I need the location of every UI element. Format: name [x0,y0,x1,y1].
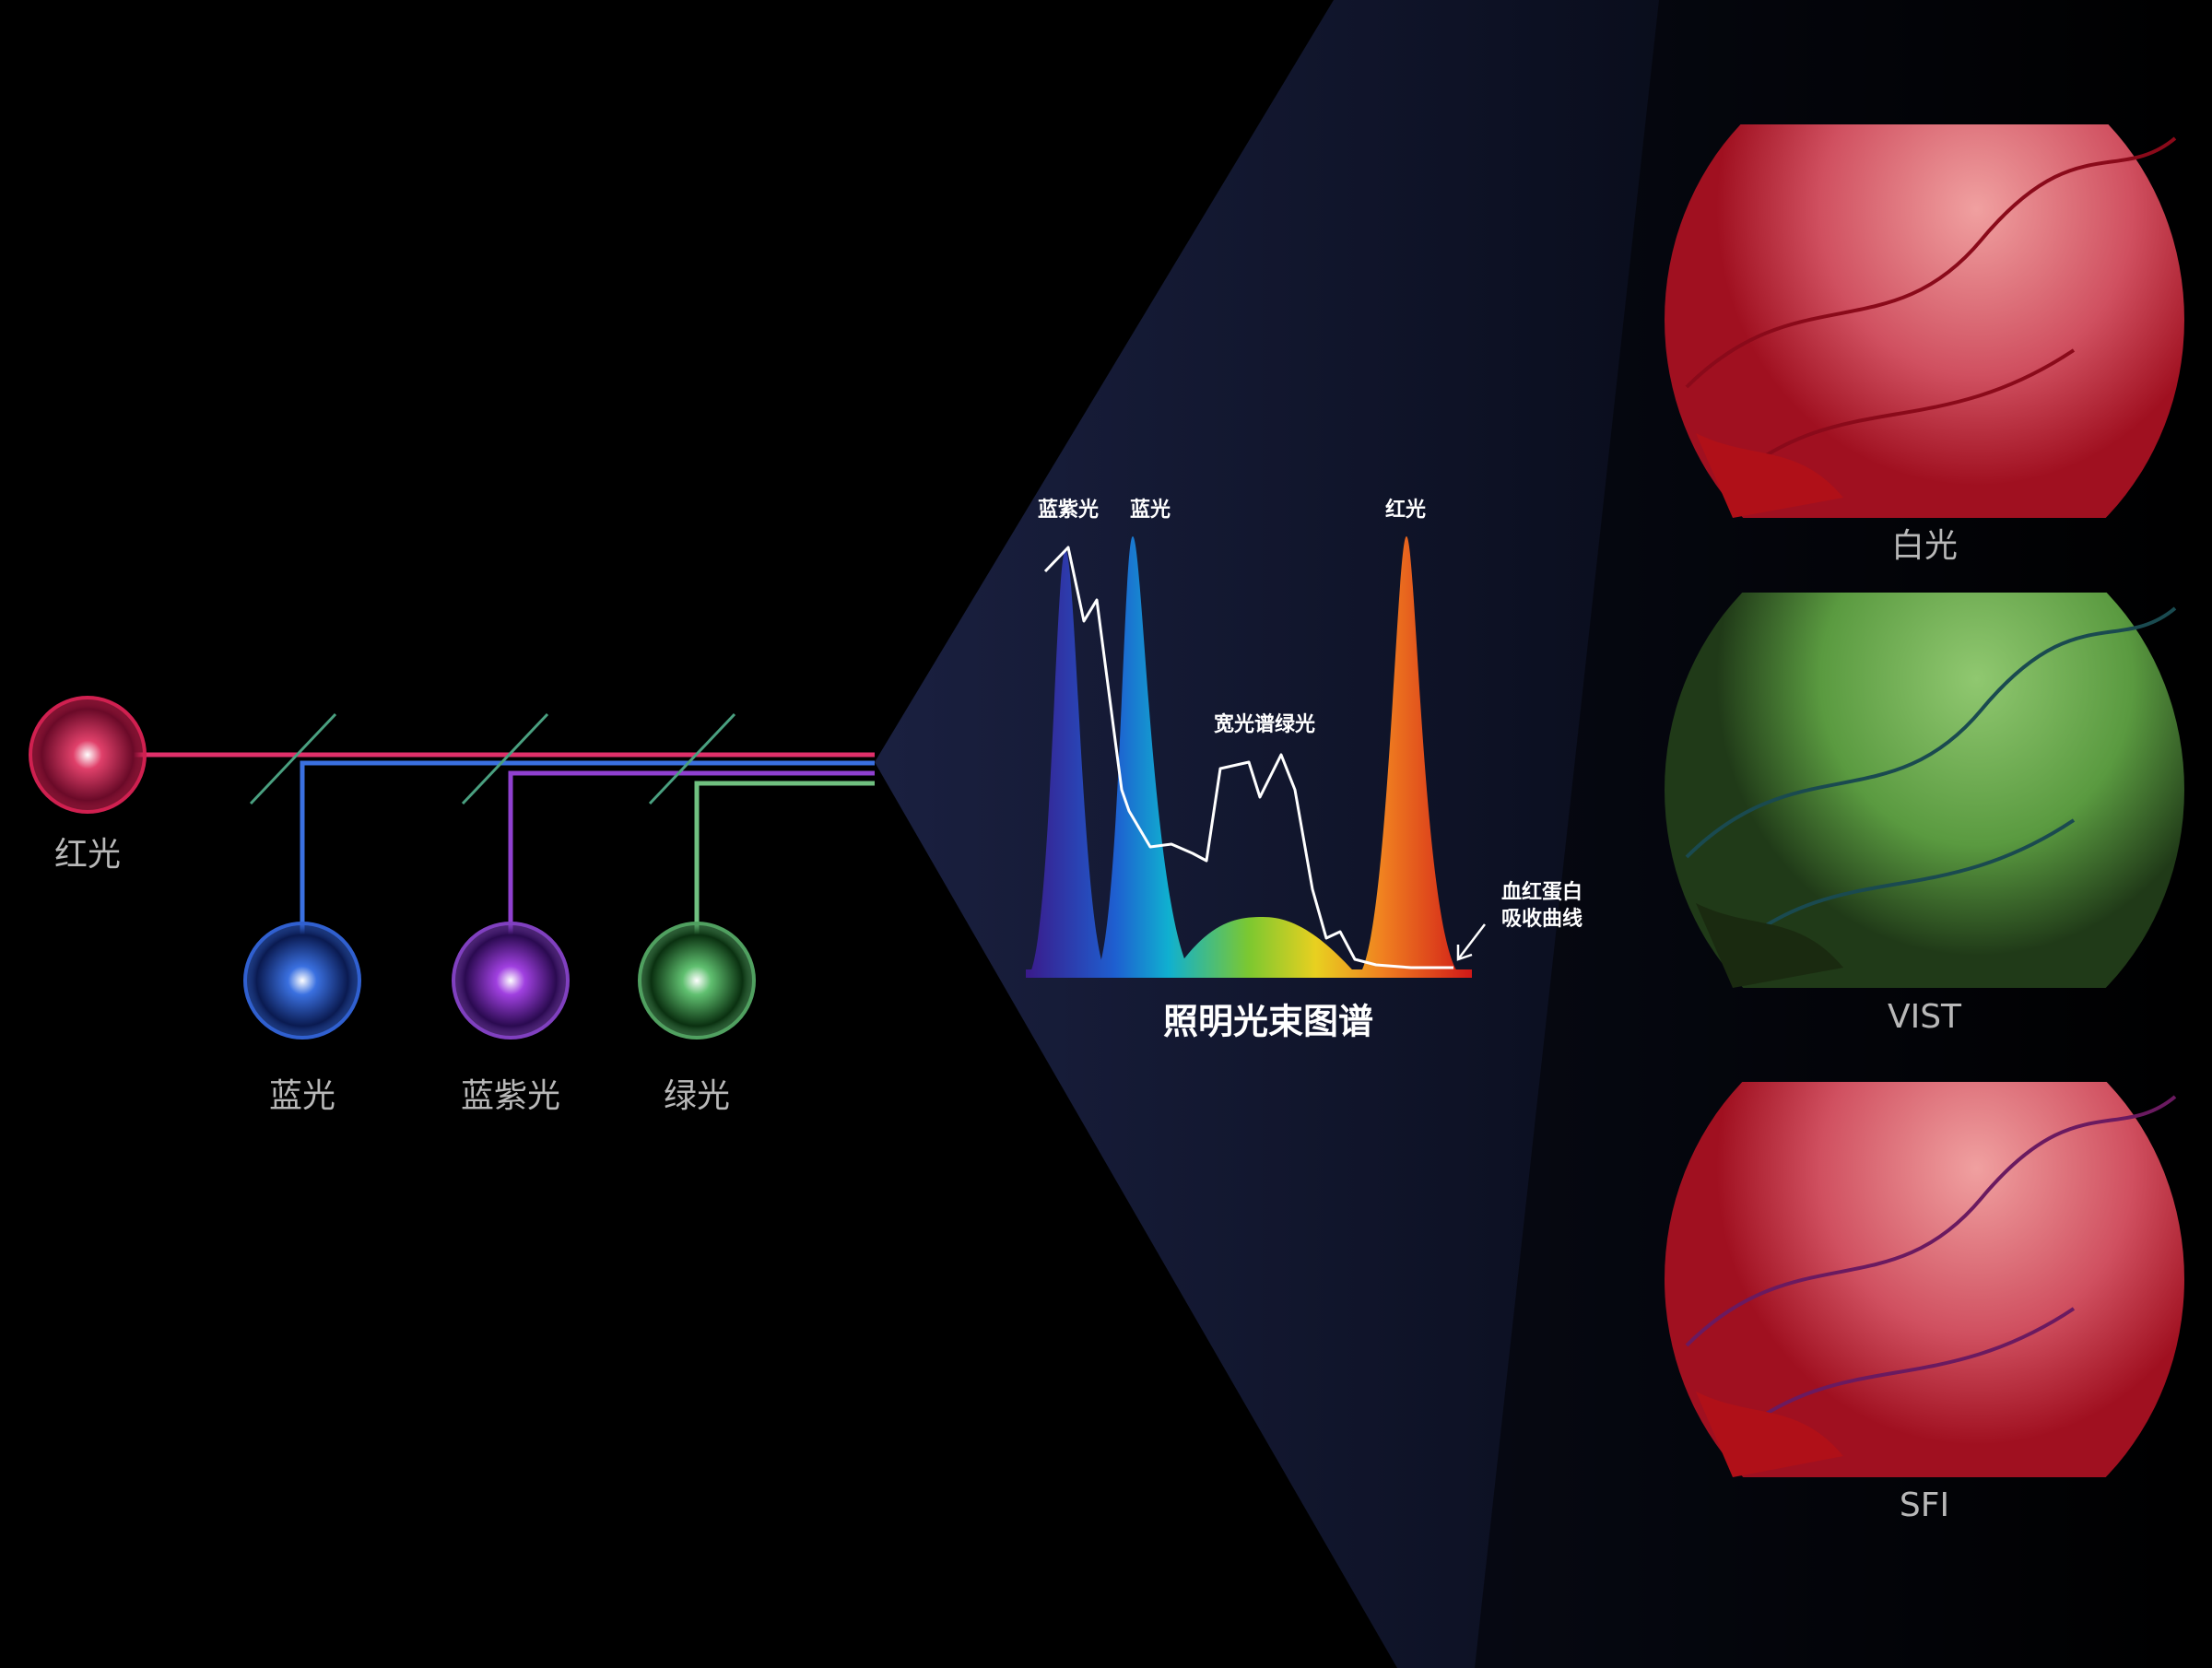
source-label: 蓝光 [269,1077,335,1115]
image-label: VIST [1888,998,1962,1036]
sources [29,696,756,1040]
absorption-curve [1043,546,1453,969]
mirrors [249,712,736,805]
peak-label: 蓝光 [1130,499,1171,522]
peak-label: 红光 [1385,498,1426,522]
arrow [1456,923,1486,961]
source-label: 红光 [54,836,121,874]
peak-label: 宽光谱绿光 [1214,712,1315,736]
source-label: 蓝紫光 [461,1077,560,1115]
annotation: 吸收曲线 [1501,907,1583,931]
peak-label: 蓝紫光 [1038,498,1099,522]
image-label: SFI [1900,1486,1949,1524]
image-sfi [1665,1082,2184,1477]
spectrum [1026,536,1472,978]
source-label: 绿光 [664,1077,730,1115]
image-vist [1665,593,2184,988]
image-label: 白光 [1891,527,1958,565]
annotation: 血红蛋白 [1501,880,1583,904]
beams [88,752,875,981]
image-white [1665,124,2184,518]
spectrum-title: 照明光束图谱 [1163,1002,1373,1042]
